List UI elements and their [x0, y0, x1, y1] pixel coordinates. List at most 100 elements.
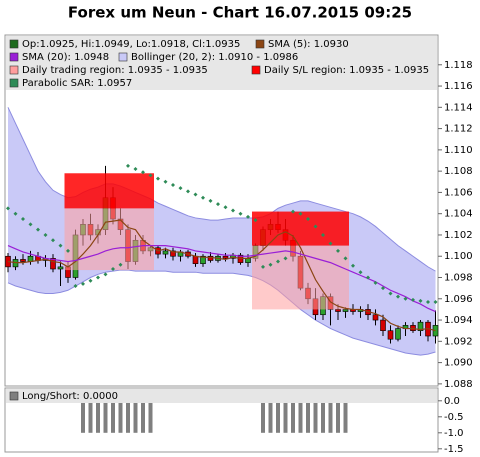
- legend-swatch: [9, 65, 19, 75]
- legend-swatch: [9, 391, 19, 401]
- sar-dot: [351, 263, 355, 268]
- region: [252, 211, 349, 246]
- y-tick-label: 1.114: [444, 102, 473, 113]
- bar: [268, 400, 273, 433]
- bar: [291, 400, 295, 433]
- y-tick-label: 0.0: [444, 396, 460, 407]
- sar-dot: [336, 248, 340, 253]
- sar-dot: [238, 211, 243, 216]
- sar-dot: [156, 176, 160, 181]
- legend-swatch: [9, 39, 19, 49]
- legend-label: SMA (20): 1.0948: [22, 52, 109, 63]
- bar: [283, 400, 288, 433]
- sar-dot: [81, 281, 85, 286]
- y-tick-label: -0.5: [444, 412, 464, 423]
- sar-dot: [28, 222, 33, 227]
- candle-body: [162, 250, 169, 255]
- y-tick-label: 1.110: [444, 145, 473, 156]
- sar-dot: [178, 186, 183, 191]
- bar: [81, 400, 85, 433]
- sar-dot: [411, 297, 415, 302]
- sar-dot: [111, 267, 115, 271]
- bar: [96, 400, 100, 433]
- sar-dot: [231, 208, 235, 213]
- candle-body: [417, 321, 424, 331]
- bar: [276, 400, 280, 433]
- y-tick-label: 1.108: [444, 166, 473, 177]
- sar-dot: [13, 211, 18, 216]
- sar-dot: [433, 299, 438, 304]
- y-tick-label: 1.104: [444, 209, 473, 220]
- sar-dot: [73, 284, 78, 289]
- sar-dot: [126, 163, 130, 168]
- y-tick-label: 1.106: [444, 187, 473, 198]
- sar-dot: [366, 275, 370, 280]
- legend-swatch: [9, 52, 19, 62]
- bar: [328, 400, 333, 433]
- sar-dot: [118, 262, 123, 267]
- y-tick-label: 1.116: [444, 81, 473, 92]
- candle-body: [245, 258, 251, 263]
- sar-dot: [418, 298, 423, 303]
- legend-box: [6, 36, 437, 90]
- sar-dot: [291, 209, 295, 214]
- sar-dot: [6, 206, 10, 211]
- candle-body: [395, 328, 401, 340]
- sar-dot: [403, 296, 408, 301]
- sar-dot: [148, 173, 153, 178]
- bar: [141, 400, 145, 433]
- sar-dot: [321, 232, 325, 237]
- y-tick-label: 1.100: [444, 251, 473, 262]
- chart-title: Forex um Neun - Chart 16.07.2015 09:25: [68, 4, 412, 22]
- y-tick-label: 1.102: [444, 230, 473, 241]
- region: [64, 208, 154, 271]
- sar-dot: [43, 232, 48, 237]
- bar: [118, 400, 123, 433]
- sar-dot: [313, 224, 318, 229]
- sar-dot: [201, 195, 205, 200]
- candle-body: [207, 255, 214, 261]
- bar: [336, 400, 340, 433]
- y-tick-label: 1.098: [444, 273, 473, 284]
- candle-body: [200, 255, 206, 264]
- candle-body: [372, 314, 379, 321]
- sar-dot: [58, 243, 63, 248]
- sar-dot: [381, 286, 385, 291]
- sar-dot: [163, 179, 168, 184]
- sma-line: [7, 219, 436, 332]
- candle-body: [387, 330, 394, 340]
- bar: [133, 400, 138, 433]
- legend-label: Daily trading region: 1.0935 - 1.0935: [22, 65, 208, 76]
- legend-label: SMA (5): 1.0930: [268, 39, 349, 50]
- region: [64, 173, 154, 209]
- sar-dot: [388, 291, 393, 296]
- legend-swatch: [118, 52, 128, 62]
- bar: [148, 400, 153, 433]
- bar: [321, 400, 325, 433]
- sar-dot: [88, 278, 93, 283]
- bar: [88, 400, 93, 433]
- legend-swatch: [251, 65, 261, 75]
- legend-label: Long/Short: 0.0000: [22, 391, 118, 402]
- sar-dot: [261, 264, 265, 269]
- sar-dot: [396, 294, 400, 299]
- legend-label: Op:1.0925, Hi:1.0949, Lo:1.0918, Cl:1.09…: [22, 39, 240, 50]
- candle-body: [170, 250, 176, 257]
- legend-label: Bollinger (20, 2): 1.0910 - 1.0986: [131, 52, 298, 63]
- y-tick-label: 1.090: [444, 358, 473, 369]
- y-tick-label: -1.5: [444, 444, 464, 455]
- bar: [103, 400, 108, 433]
- y-tick-label: 1.094: [444, 315, 473, 326]
- sar-dot: [103, 272, 108, 277]
- sar-dot: [223, 205, 228, 210]
- candle-body: [335, 309, 341, 312]
- candle-body: [222, 255, 229, 259]
- bar: [343, 400, 348, 433]
- candle-body: [380, 319, 386, 331]
- sar-dot: [328, 241, 333, 246]
- sar-dot: [66, 248, 70, 253]
- bar: [261, 400, 265, 433]
- candle-body: [342, 309, 349, 312]
- candle-body: [50, 258, 56, 270]
